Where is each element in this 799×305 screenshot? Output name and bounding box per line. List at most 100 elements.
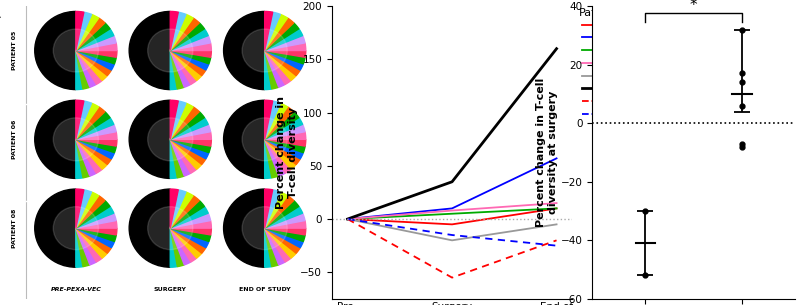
Wedge shape [224,189,264,267]
Wedge shape [170,228,177,267]
Wedge shape [224,11,264,90]
Wedge shape [170,139,201,169]
Wedge shape [264,107,294,139]
Wedge shape [170,228,191,265]
Wedge shape [170,200,205,228]
Wedge shape [129,189,170,267]
Wedge shape [264,139,305,153]
Wedge shape [76,139,117,153]
Wedge shape [170,51,177,90]
Wedge shape [264,51,304,70]
Wedge shape [76,228,114,248]
Wedge shape [76,139,107,169]
Wedge shape [264,139,279,178]
Wedge shape [76,206,113,228]
Wedge shape [170,228,206,253]
Wedge shape [264,51,279,89]
Wedge shape [76,132,117,139]
Wedge shape [264,139,304,159]
Wedge shape [264,51,305,64]
Wedge shape [76,51,97,87]
Wedge shape [170,12,186,51]
Wedge shape [76,221,117,228]
Legend: 1, 2, 3, 4, 5, 6, 8, 9: 1, 2, 3, 4, 5, 6, 8, 9 [574,3,622,124]
Circle shape [221,187,308,269]
Wedge shape [170,124,211,139]
Text: A: A [0,6,1,21]
Wedge shape [34,189,76,267]
Wedge shape [76,18,105,51]
Wedge shape [264,101,280,139]
Circle shape [221,9,308,92]
Wedge shape [76,51,102,84]
Text: PATIENT 05: PATIENT 05 [12,31,18,70]
Wedge shape [76,228,111,253]
Wedge shape [76,190,92,228]
Wedge shape [76,36,116,51]
Wedge shape [264,228,285,265]
Wedge shape [264,51,291,84]
Wedge shape [76,11,84,51]
Wedge shape [170,213,211,228]
Wedge shape [264,51,296,81]
Wedge shape [170,51,212,57]
Wedge shape [170,228,197,262]
Wedge shape [76,51,114,70]
Wedge shape [76,228,97,265]
Wedge shape [264,51,306,57]
Wedge shape [170,118,209,139]
Circle shape [242,207,288,249]
Wedge shape [170,11,178,51]
Wedge shape [76,139,90,178]
Text: PRE-PEXA-VEC: PRE-PEXA-VEC [50,287,101,292]
Wedge shape [264,51,285,87]
Wedge shape [76,51,117,57]
Circle shape [221,98,308,180]
Wedge shape [170,206,209,228]
Circle shape [148,207,193,249]
Wedge shape [264,200,299,228]
Wedge shape [76,14,98,51]
Wedge shape [170,139,211,153]
Wedge shape [170,29,209,51]
Wedge shape [170,14,193,51]
Wedge shape [76,29,113,51]
Circle shape [54,207,98,249]
Wedge shape [170,100,178,139]
Circle shape [242,29,288,72]
Wedge shape [264,206,303,228]
Wedge shape [170,36,211,51]
Wedge shape [170,51,206,76]
Circle shape [33,9,119,92]
Wedge shape [264,112,299,139]
Circle shape [148,29,193,72]
Wedge shape [76,51,90,89]
Circle shape [242,118,288,161]
Wedge shape [170,112,205,139]
Wedge shape [170,139,206,164]
Wedge shape [264,213,305,228]
Y-axis label: Percent change in
T-cell diversity: Percent change in T-cell diversity [276,96,297,209]
Wedge shape [170,228,209,248]
Wedge shape [264,118,303,139]
Wedge shape [264,221,306,228]
Wedge shape [76,51,117,64]
Wedge shape [264,51,272,90]
Wedge shape [170,103,193,139]
Wedge shape [76,200,110,228]
Wedge shape [76,51,111,76]
Wedge shape [264,29,303,51]
Wedge shape [76,228,90,267]
Wedge shape [76,192,98,228]
Wedge shape [76,189,84,228]
Wedge shape [264,228,305,242]
Wedge shape [264,228,291,262]
Wedge shape [170,189,178,228]
Wedge shape [129,11,170,90]
Wedge shape [264,12,280,51]
Wedge shape [170,51,197,84]
Wedge shape [264,139,306,146]
Wedge shape [34,100,76,178]
Wedge shape [76,100,84,139]
Wedge shape [264,190,280,228]
